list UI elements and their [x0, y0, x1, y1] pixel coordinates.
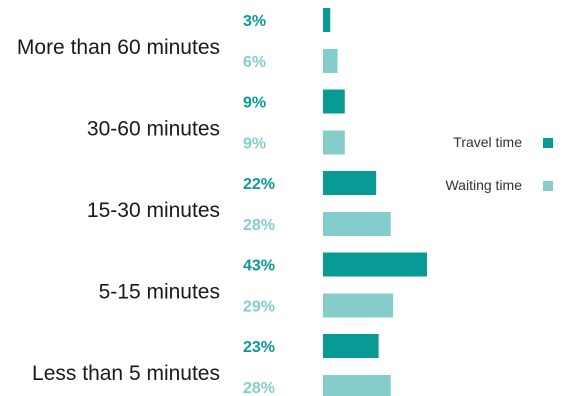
value-label-waiting-time-less-than-5-minutes: 28% [243, 380, 275, 396]
bar-travel-time-less-than-5-minutes [323, 334, 379, 358]
bar-waiting-time-30-60-minutes [323, 130, 345, 155]
bar-waiting-time-more-than-60-minutes [323, 49, 338, 73]
value-label-travel-time-5-15-minutes: 43% [243, 258, 275, 275]
category-label-less-than-5-minutes: Less than 5 minutes [32, 362, 220, 385]
bar-waiting-time-5-15-minutes [323, 293, 394, 318]
category-label-15-30-minutes: 15-30 minutes [87, 199, 220, 222]
value-label-waiting-time-more-than-60-minutes: 6% [243, 54, 266, 71]
value-label-travel-time-30-60-minutes: 9% [243, 95, 266, 112]
legend-label-travel-time: Travel time [453, 134, 522, 150]
legend-label-waiting-time: Waiting time [445, 177, 522, 193]
category-label-30-60-minutes: 30-60 minutes [87, 118, 220, 141]
value-label-travel-time-15-30-minutes: 22% [243, 176, 275, 193]
bar-waiting-time-15-30-minutes [323, 212, 391, 236]
category-label-5-15-minutes: 5-15 minutes [99, 281, 220, 304]
bars [323, 8, 427, 396]
legend: Travel time Waiting time [445, 134, 553, 193]
value-labels: 3% 6% 9% 9% 22% 28% 43% 29% 23% 28% [243, 13, 275, 396]
value-label-waiting-time-30-60-minutes: 9% [243, 136, 266, 153]
bar-travel-time-15-30-minutes [323, 171, 377, 195]
value-label-waiting-time-15-30-minutes: 28% [243, 217, 275, 234]
category-labels: More than 60 minutes 30-60 minutes 15-30 m… [17, 36, 220, 385]
category-label-more-than-60-minutes: More than 60 minutes [17, 36, 220, 59]
legend-swatch-travel-time [543, 138, 553, 148]
value-label-waiting-time-5-15-minutes: 29% [243, 299, 275, 316]
bar-waiting-time-less-than-5-minutes [323, 375, 391, 396]
bar-travel-time-more-than-60-minutes [323, 8, 331, 32]
value-label-travel-time-more-than-60-minutes: 3% [243, 13, 266, 30]
bar-travel-time-5-15-minutes [323, 252, 427, 277]
bar-travel-time-30-60-minutes [323, 89, 345, 114]
value-label-travel-time-less-than-5-minutes: 23% [243, 339, 275, 356]
legend-swatch-waiting-time [543, 181, 553, 191]
